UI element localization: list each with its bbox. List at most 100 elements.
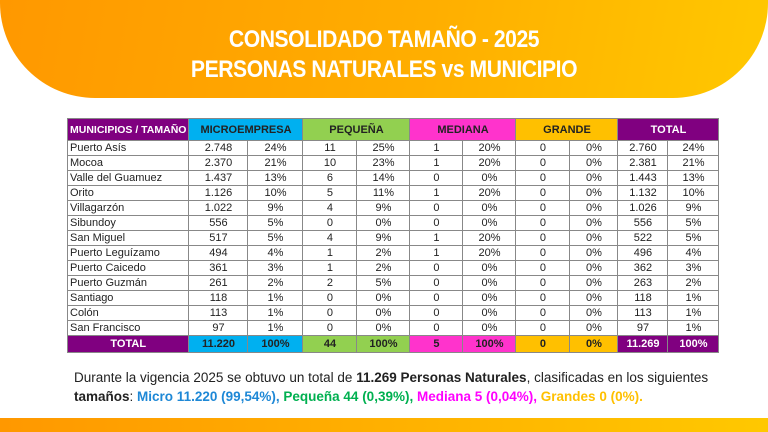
cell-mediana-count: 0: [409, 320, 464, 336]
table-row: Puerto Leguízamo 494 4% 1 2% 1 20% 0 0% 496 4%: [66, 245, 720, 261]
cell-total-pct: 4%: [667, 245, 720, 261]
cell-grande-count: 0: [515, 215, 571, 231]
total-pequena-pct: 100%: [356, 335, 411, 353]
table-row: Puerto Caicedo 361 3% 1 2% 0 0% 0 0% 362 3%: [66, 260, 720, 276]
cell-total-pct: 1%: [667, 320, 720, 336]
title-line-1: CONSOLIDADO TAMAÑO - 2025: [228, 26, 540, 53]
cell-micro-pct: 1%: [247, 305, 304, 321]
cell-micro-count: 2.370: [188, 155, 249, 171]
cell-pequena-count: 6: [302, 170, 358, 186]
cell-pequena-pct: 0%: [356, 320, 411, 336]
cell-total-pct: 5%: [667, 230, 720, 246]
cell-micro-pct: 1%: [247, 320, 304, 336]
footer-bar: [0, 418, 768, 432]
cell-pequena-count: 0: [302, 215, 358, 231]
cell-total-count: 263: [617, 275, 669, 291]
cell-grande-count: 0: [515, 245, 571, 261]
summary-pequena: Pequeña 44 (0,39%): [283, 389, 410, 404]
cell-pequena-count: 0: [302, 320, 358, 336]
cell-municipio: San Francisco: [66, 320, 190, 336]
table-row: Puerto Asís 2.748 24% 11 25% 1 20% 0 0% 2.760 24%: [66, 140, 720, 156]
cell-micro-count: 2.748: [188, 140, 249, 156]
cell-mediana-count: 1: [409, 245, 464, 261]
cell-micro-pct: 2%: [247, 275, 304, 291]
cell-pequena-pct: 0%: [356, 290, 411, 306]
table-row: Orito 1.126 10% 5 11% 1 20% 0 0% 1.132 10%: [66, 185, 720, 201]
cell-micro-count: 494: [188, 245, 249, 261]
cell-mediana-pct: 20%: [462, 140, 517, 156]
summary-part: Durante la vigencia 2025 se obtuvo un to…: [74, 370, 357, 385]
total-row: TOTAL 11.220 100% 44 100% 5 100% 0 0% 11.269 100%: [66, 335, 720, 353]
cell-pequena-count: 4: [302, 230, 358, 246]
cell-micro-count: 1.126: [188, 185, 249, 201]
summary-total-bold: 11.269 Personas Naturales: [356, 370, 527, 385]
cell-micro-count: 97: [188, 320, 249, 336]
cell-total-pct: 1%: [667, 290, 720, 306]
cell-mediana-pct: 0%: [462, 215, 517, 231]
cell-grande-pct: 0%: [569, 245, 619, 261]
cell-pequena-pct: 14%: [356, 170, 411, 186]
cell-grande-count: 0: [515, 230, 571, 246]
summary-mediana: Mediana 5 (0,04%): [416, 389, 534, 404]
cell-pequena-pct: 25%: [356, 140, 411, 156]
table-header-row: MUNICIPIOS / TAMAÑO MICROEMPRESA PEQUEÑA…: [66, 118, 720, 141]
cell-total-count: 362: [617, 260, 669, 276]
cell-municipio: Puerto Asís: [66, 140, 190, 156]
cell-total-count: 2.381: [617, 155, 669, 171]
cell-total-pct: 1%: [667, 305, 720, 321]
header-municipios: MUNICIPIOS / TAMAÑO: [66, 118, 190, 141]
cell-pequena-pct: 0%: [356, 215, 411, 231]
cell-micro-count: 1.022: [188, 200, 249, 216]
total-mediana-pct: 100%: [462, 335, 517, 353]
cell-grande-count: 0: [515, 320, 571, 336]
cell-micro-count: 361: [188, 260, 249, 276]
cell-municipio: Colón: [66, 305, 190, 321]
total-mediana-count: 5: [409, 335, 464, 353]
total-micro-count: 11.220: [188, 335, 249, 353]
cell-grande-count: 0: [515, 290, 571, 306]
cell-mediana-pct: 0%: [462, 200, 517, 216]
cell-mediana-pct: 0%: [462, 305, 517, 321]
cell-grande-pct: 0%: [569, 155, 619, 171]
cell-grande-count: 0: [515, 275, 571, 291]
cell-total-pct: 9%: [667, 200, 720, 216]
cell-municipio: Santiago: [66, 290, 190, 306]
header-total: TOTAL: [617, 118, 720, 141]
total-total-pct: 100%: [667, 335, 720, 353]
cell-mediana-pct: 0%: [462, 275, 517, 291]
consolidated-table: MUNICIPIOS / TAMAÑO MICROEMPRESA PEQUEÑA…: [66, 118, 720, 353]
summary-grande: Grandes 0 (0%).: [540, 389, 643, 404]
summary-text: Durante la vigencia 2025 se obtuvo un to…: [74, 368, 714, 406]
cell-total-pct: 5%: [667, 215, 720, 231]
table-row: San Francisco 97 1% 0 0% 0 0% 0 0% 97 1%: [66, 320, 720, 336]
cell-pequena-count: 0: [302, 305, 358, 321]
cell-mediana-count: 0: [409, 200, 464, 216]
summary-sep: ,: [409, 389, 417, 404]
cell-municipio: Mocoa: [66, 155, 190, 171]
cell-mediana-pct: 20%: [462, 185, 517, 201]
cell-micro-count: 118: [188, 290, 249, 306]
cell-total-pct: 24%: [667, 140, 720, 156]
table-row: Santiago 118 1% 0 0% 0 0% 0 0% 118 1%: [66, 290, 720, 306]
cell-micro-count: 1.437: [188, 170, 249, 186]
summary-sep: ,: [533, 389, 541, 404]
cell-total-count: 97: [617, 320, 669, 336]
total-micro-pct: 100%: [247, 335, 304, 353]
total-grande-count: 0: [515, 335, 571, 353]
cell-micro-pct: 13%: [247, 170, 304, 186]
cell-grande-pct: 0%: [569, 290, 619, 306]
cell-total-pct: 2%: [667, 275, 720, 291]
cell-municipio: Puerto Leguízamo: [66, 245, 190, 261]
cell-grande-pct: 0%: [569, 200, 619, 216]
cell-pequena-count: 11: [302, 140, 358, 156]
cell-pequena-pct: 2%: [356, 260, 411, 276]
cell-pequena-pct: 11%: [356, 185, 411, 201]
cell-total-count: 113: [617, 305, 669, 321]
title-line-2: PERSONAS NATURALES vs MUNICIPIO: [190, 56, 578, 83]
cell-pequena-pct: 9%: [356, 230, 411, 246]
cell-pequena-count: 4: [302, 200, 358, 216]
cell-grande-pct: 0%: [569, 185, 619, 201]
cell-grande-pct: 0%: [569, 320, 619, 336]
cell-municipio: Puerto Guzmán: [66, 275, 190, 291]
header-mediana: MEDIANA: [409, 118, 517, 141]
